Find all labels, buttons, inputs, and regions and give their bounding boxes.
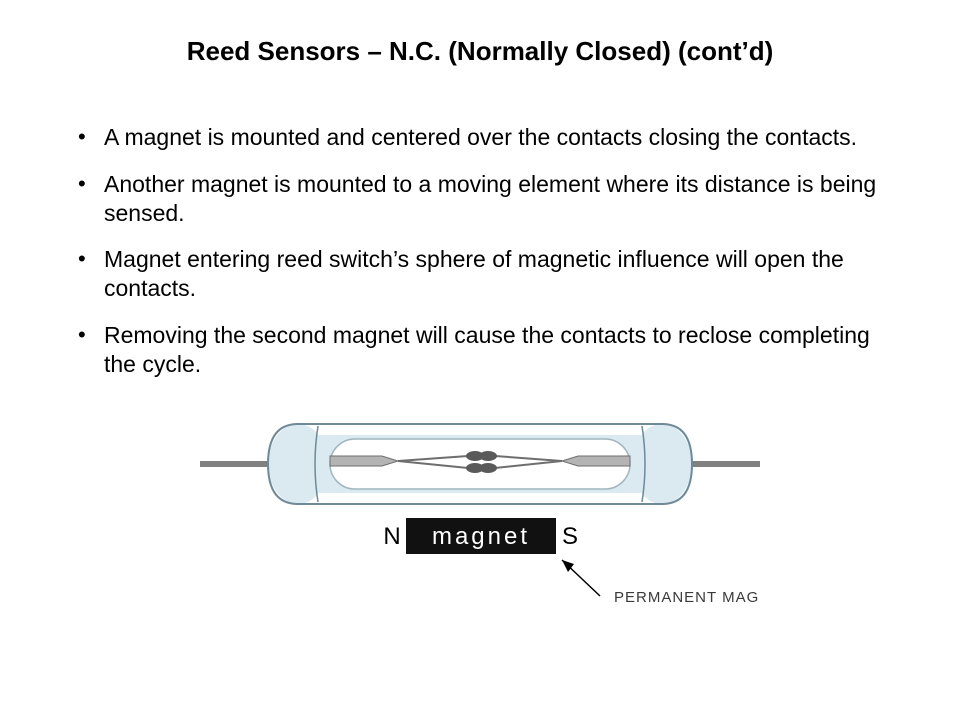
reed-switch-diagram: magnet N S PERMANENT MAGNET [200,408,760,618]
slide-title: Reed Sensors – N.C. (Normally Closed) (c… [60,36,900,67]
permanent-magnet-label: PERMANENT MAGNET [614,589,760,606]
magnet-label: magnet [432,523,530,550]
list-item: Removing the second magnet will cause th… [78,321,882,379]
list-item: Magnet entering reed switch’s sphere of … [78,245,882,303]
list-item: Another magnet is mounted to a moving el… [78,170,882,228]
bullet-list: A magnet is mounted and centered over th… [60,123,900,378]
pole-s-label: S [562,523,578,550]
list-item: A magnet is mounted and centered over th… [78,123,882,152]
pole-n-label: N [383,523,400,550]
